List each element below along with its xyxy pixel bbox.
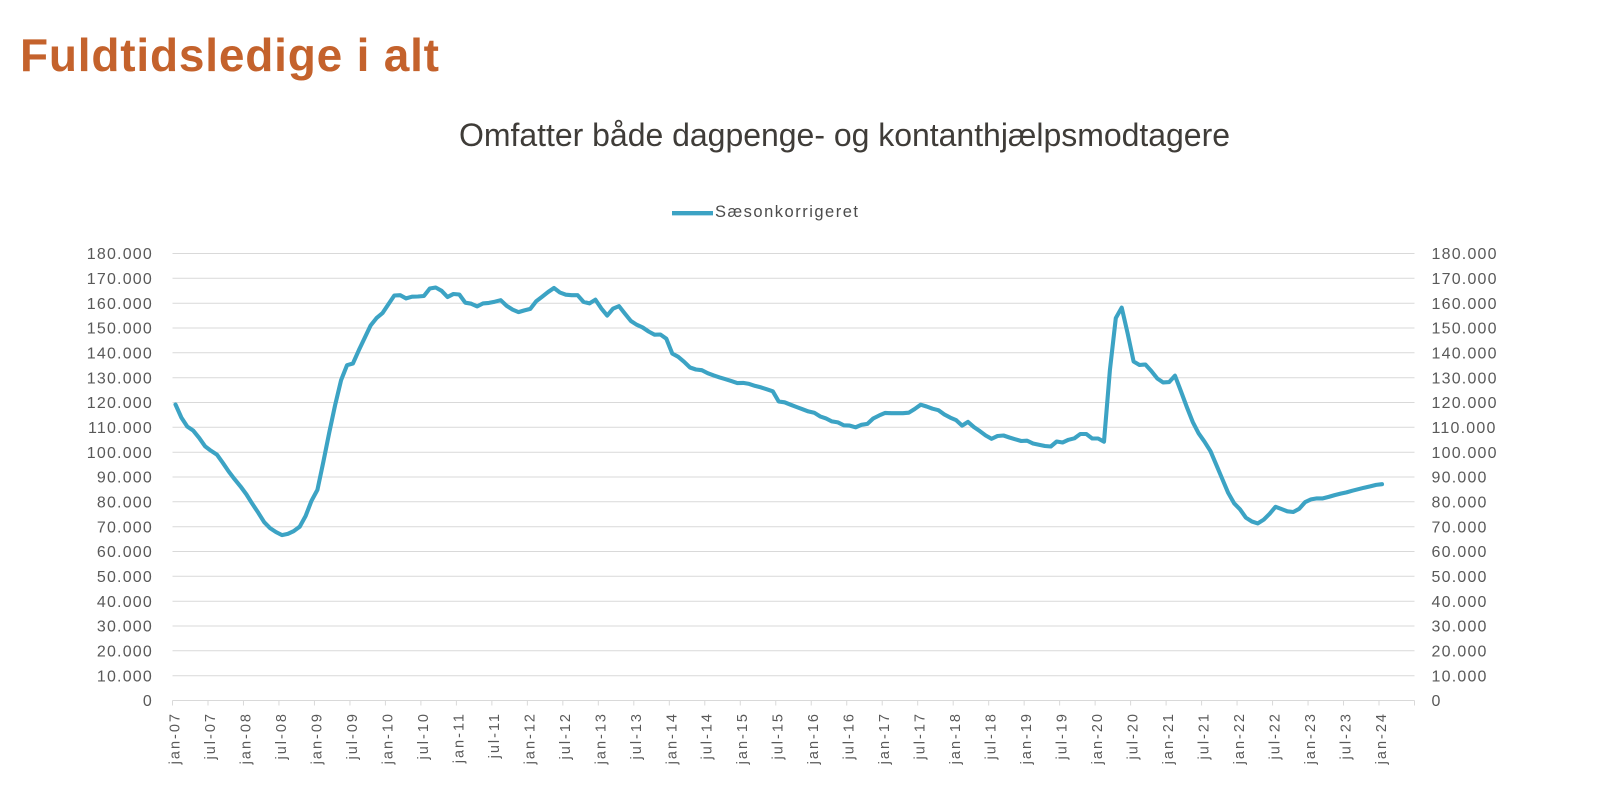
svg-text:jan-08: jan-08 [238, 712, 254, 765]
svg-text:jul-17: jul-17 [913, 712, 929, 760]
svg-text:30.000: 30.000 [97, 619, 153, 636]
svg-text:Omfatter både dagpenge- og kon: Omfatter både dagpenge- og kontanthjælps… [459, 117, 1230, 153]
svg-text:jan-19: jan-19 [1019, 712, 1035, 765]
svg-text:jul-14: jul-14 [700, 712, 716, 760]
svg-text:jul-07: jul-07 [203, 712, 219, 760]
svg-text:jul-16: jul-16 [842, 712, 858, 760]
svg-text:60.000: 60.000 [97, 544, 153, 561]
svg-text:100.000: 100.000 [1432, 445, 1498, 462]
svg-text:40.000: 40.000 [1432, 594, 1488, 611]
svg-text:0: 0 [143, 693, 153, 710]
svg-text:80.000: 80.000 [1432, 495, 1488, 512]
svg-text:120.000: 120.000 [87, 395, 153, 412]
svg-text:150.000: 150.000 [1432, 321, 1498, 338]
svg-text:jan-23: jan-23 [1303, 712, 1319, 765]
svg-text:180.000: 180.000 [1432, 246, 1498, 263]
svg-text:jul-15: jul-15 [771, 712, 787, 760]
svg-text:10.000: 10.000 [97, 668, 153, 685]
svg-text:jul-12: jul-12 [558, 712, 574, 760]
svg-text:jan-09: jan-09 [309, 712, 325, 765]
svg-text:130.000: 130.000 [1432, 370, 1498, 387]
svg-text:110.000: 110.000 [88, 420, 153, 437]
svg-text:170.000: 170.000 [87, 271, 153, 288]
svg-text:90.000: 90.000 [97, 470, 153, 487]
svg-text:jul-21: jul-21 [1197, 712, 1213, 760]
svg-text:70.000: 70.000 [97, 519, 153, 536]
svg-text:140.000: 140.000 [1432, 346, 1498, 363]
svg-text:100.000: 100.000 [87, 445, 153, 462]
svg-text:jul-22: jul-22 [1268, 712, 1284, 760]
svg-text:160.000: 160.000 [87, 296, 153, 313]
svg-text:jul-10: jul-10 [416, 712, 432, 760]
svg-text:jan-13: jan-13 [593, 712, 609, 765]
svg-text:jan-11: jan-11 [451, 712, 467, 764]
svg-text:50.000: 50.000 [1432, 569, 1488, 586]
svg-text:jan-10: jan-10 [380, 712, 396, 765]
svg-text:50.000: 50.000 [97, 569, 153, 586]
svg-text:jan-18: jan-18 [948, 712, 964, 765]
svg-text:110.000: 110.000 [1432, 420, 1497, 437]
svg-text:70.000: 70.000 [1432, 519, 1488, 536]
svg-text:jan-07: jan-07 [168, 712, 184, 765]
svg-text:jan-12: jan-12 [522, 712, 538, 765]
svg-text:jul-09: jul-09 [345, 712, 361, 760]
svg-text:170.000: 170.000 [1432, 271, 1498, 288]
svg-text:160.000: 160.000 [1432, 296, 1498, 313]
svg-text:jan-20: jan-20 [1090, 712, 1106, 765]
svg-text:jan-22: jan-22 [1232, 712, 1248, 765]
svg-text:0: 0 [1432, 693, 1442, 710]
svg-text:140.000: 140.000 [87, 346, 153, 363]
svg-text:jan-14: jan-14 [664, 712, 680, 765]
svg-text:jan-15: jan-15 [735, 712, 751, 765]
svg-text:jul-11: jul-11 [487, 712, 503, 759]
svg-text:Fuldtidsledige i alt: Fuldtidsledige i alt [20, 29, 439, 81]
svg-text:80.000: 80.000 [97, 495, 153, 512]
svg-text:180.000: 180.000 [87, 246, 153, 263]
svg-text:jul-13: jul-13 [629, 712, 645, 760]
svg-text:jan-21: jan-21 [1161, 712, 1177, 765]
svg-text:jul-23: jul-23 [1339, 712, 1355, 760]
svg-text:jul-19: jul-19 [1055, 712, 1071, 760]
svg-text:20.000: 20.000 [1432, 644, 1488, 661]
svg-text:90.000: 90.000 [1432, 470, 1488, 487]
svg-text:jan-16: jan-16 [806, 712, 822, 765]
svg-text:jul-18: jul-18 [984, 712, 1000, 760]
svg-text:jan-17: jan-17 [877, 712, 893, 765]
svg-text:jan-24: jan-24 [1374, 712, 1390, 765]
svg-text:10.000: 10.000 [1432, 668, 1488, 685]
svg-text:40.000: 40.000 [97, 594, 153, 611]
svg-text:150.000: 150.000 [87, 321, 153, 338]
svg-text:130.000: 130.000 [87, 370, 153, 387]
svg-text:jul-08: jul-08 [274, 712, 290, 760]
svg-text:60.000: 60.000 [1432, 544, 1488, 561]
svg-text:20.000: 20.000 [97, 644, 153, 661]
svg-text:120.000: 120.000 [1432, 395, 1498, 412]
svg-text:jul-20: jul-20 [1126, 712, 1142, 760]
svg-text:30.000: 30.000 [1432, 619, 1488, 636]
svg-text:Sæsonkorrigeret: Sæsonkorrigeret [715, 203, 859, 221]
